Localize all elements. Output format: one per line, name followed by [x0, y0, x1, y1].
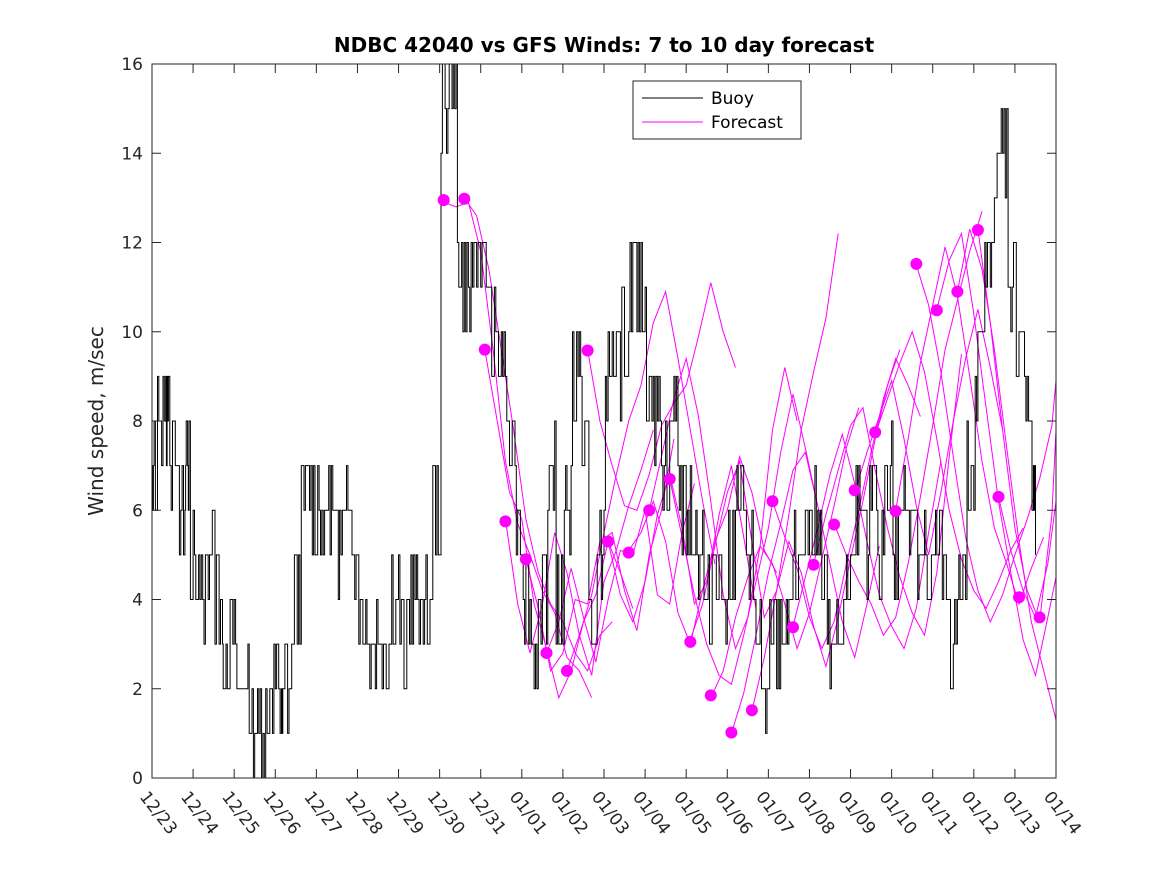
forecast-line-19 — [813, 354, 962, 637]
legend-box — [632, 80, 802, 140]
forecast-marker-15 — [725, 726, 738, 739]
y-tick-label: 10 — [121, 323, 143, 343]
forecast-marker-16 — [745, 704, 758, 717]
forecast-marker-28 — [992, 490, 1005, 503]
legend: Buoy Forecast — [632, 80, 802, 140]
forecast-marker-30 — [1033, 611, 1046, 624]
forecast-marker-13 — [684, 635, 697, 648]
forecast-line-7 — [566, 289, 716, 672]
forecast-line-28 — [998, 496, 1057, 619]
forecast-marker-18 — [787, 621, 799, 634]
forecast-line-26 — [956, 228, 1057, 721]
forecast-marker-8 — [581, 344, 594, 357]
forecast-marker-3 — [478, 343, 491, 356]
forecast-line-6 — [546, 483, 695, 663]
forecast-line-2 — [463, 197, 613, 672]
forecast-marker-19 — [807, 558, 820, 571]
buoy-line — [152, 63, 1036, 779]
forecast-line-14 — [710, 407, 860, 698]
forecast-marker-24 — [910, 257, 923, 270]
forecast-line-27 — [977, 229, 1057, 622]
forecast-marker-2 — [458, 192, 471, 205]
y-axis-label: Wind speed, m/sec — [84, 326, 108, 516]
forecast-marker-9 — [602, 535, 615, 548]
y-tick-label: 12 — [121, 234, 143, 254]
y-tick-label: 2 — [132, 680, 143, 700]
forecast-marker-12 — [663, 473, 676, 485]
forecast-marker-5 — [519, 553, 532, 566]
forecast-marker-17 — [766, 495, 779, 508]
buoy-series-group — [152, 63, 1036, 779]
y-tick-label: 16 — [121, 55, 143, 75]
y-tick-label: 14 — [121, 144, 143, 164]
forecast-marker-21 — [848, 484, 861, 497]
forecast-marker-14 — [704, 689, 717, 702]
forecast-line-16 — [751, 349, 901, 712]
forecast-marker-11 — [643, 504, 656, 517]
plot-area — [152, 64, 1056, 778]
y-tick-label: 0 — [132, 769, 143, 789]
y-tick-label: 4 — [132, 591, 143, 611]
forecast-line-12 — [669, 394, 819, 686]
chart-title: NDBC 42040 vs GFS Winds: 7 to 10 day for… — [334, 33, 875, 57]
forecast-line-20 — [833, 211, 983, 637]
forecast-marker-6 — [540, 647, 553, 659]
forecast-line-10 — [628, 454, 778, 646]
forecast-markers-group — [437, 192, 1046, 739]
legend-buoy-label: Buoy — [711, 89, 754, 109]
forecast-marker-27 — [971, 224, 984, 236]
y-tick-label: 8 — [132, 412, 143, 432]
forecast-line-22 — [874, 330, 1024, 610]
y-tick-label: 6 — [132, 501, 143, 521]
forecast-marker-25 — [930, 304, 943, 317]
forecast-line-21 — [854, 309, 1004, 556]
forecast-marker-29 — [1013, 591, 1025, 604]
forecast-line-23 — [895, 246, 1045, 606]
forecast-marker-10 — [622, 546, 635, 559]
forecast-marker-20 — [828, 518, 841, 531]
forecast-line-13 — [689, 233, 839, 640]
forecast-marker-1 — [437, 194, 450, 207]
forecast-line-24 — [915, 264, 1057, 624]
forecast-marker-23 — [889, 505, 902, 518]
forecast-marker-4 — [499, 515, 512, 528]
forecast-marker-7 — [561, 664, 573, 677]
forecast-marker-26 — [951, 285, 964, 298]
legend-forecast-label: Forecast — [711, 113, 783, 133]
forecast-marker-22 — [869, 426, 882, 439]
